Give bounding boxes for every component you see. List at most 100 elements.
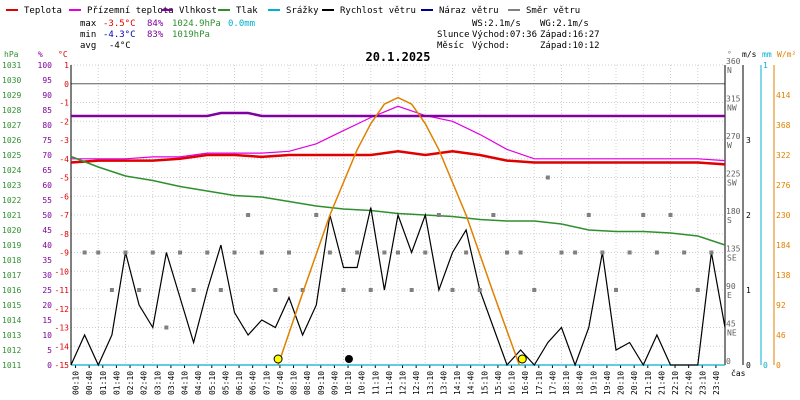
pressure-tick: 1013 [2,331,21,340]
legend-label-4: Srážky [286,6,319,16]
sunrise-marker [273,354,283,364]
humidity-tick: 10 [42,331,52,340]
moon-rise: Východ: [472,41,510,51]
wind-dir-point [586,213,591,217]
rain-tick: 1 [763,61,768,70]
unit-ms: m/s [742,50,757,59]
pressure-tick: 1014 [2,316,21,325]
x-tick-label: 15:10 [480,371,489,395]
solar-tick: 46 [776,331,786,340]
pressure-tick: 1024 [2,166,21,175]
legend-label-3: Tlak [236,6,258,16]
wind-dir-point [559,250,564,255]
humidity-tick: 100 [38,61,53,70]
x-tick-label: 12:40 [412,371,421,395]
humidity-tick: 0 [47,361,52,370]
wind-dir-point [545,175,550,180]
x-tick-label: 23:40 [712,371,721,395]
x-tick-label: 13:40 [439,371,448,395]
wind-dir-tick: 360 [726,57,741,66]
pressure-tick: 1025 [2,151,21,160]
wind-dir-point [150,250,155,255]
wind-dir-point [668,213,673,217]
x-axis-ticks: 00:10 00:40 01:10 01:40 02:10 02:40 03:10 03:40… [72,365,721,395]
solar-tick: 230 [776,211,791,220]
wind-dir-point [654,250,659,255]
wind-dir-point [259,250,264,255]
stats-block: max -3.5°C 84% 1024.9hPa 0.0mm min -4.3°… [80,19,255,51]
series-line-0 [70,150,726,166]
wind-dir-point [423,250,428,255]
series-line-8 [277,96,521,366]
temp-tick: -8 [59,230,69,239]
wind-dir-point [491,213,496,217]
wind-dir-point [287,250,291,255]
wind-dir-point [82,250,87,255]
humidity-tick: 55 [42,196,52,205]
wind-dir-point [382,250,387,255]
legend-label-0: Teplota [24,6,62,16]
x-tick-label: 16:40 [521,371,530,395]
wind-dir-point [600,250,605,255]
wind-dir-tick: 135 [726,245,741,254]
wind-dir-tick: 90 [726,282,736,291]
unit-degc: °C [58,50,68,59]
wind-dir-label: N [727,66,732,75]
humidity-tick: 80 [42,121,52,130]
temp-tick: -6 [59,192,69,201]
humidity-tick: 25 [42,286,52,295]
humidity-tick: 90 [42,91,52,100]
wind-dir-point [246,213,251,217]
wind-dir-tick: 225 [726,170,741,179]
x-tick-label: 07:40 [276,371,285,395]
wind-dir-tick: 0 [726,357,731,366]
wind-dir-point [695,288,700,292]
legend-label-1: Přízemní teplota [87,6,174,16]
pressure-tick: 1027 [2,121,21,130]
wind-dir-point [178,250,182,255]
moon-set: Západ:10:12 [540,41,600,51]
temp-tick: 0 [64,80,69,89]
sun-label: Slunce [437,30,470,40]
wind-dir-point [614,288,618,292]
humidity-tick: 70 [42,151,52,160]
pressure-tick: 1031 [2,61,21,70]
humidity-tick: 30 [42,271,52,280]
x-tick-label: 06:10 [235,371,244,395]
wind-dir-label: SE [727,254,737,263]
x-tick-label: 22:10 [671,371,680,395]
pressure-tick: 1018 [2,256,21,265]
pressure-tick: 1022 [2,196,21,205]
x-tick-label: 13:10 [426,371,435,395]
x-tick-label: 00:40 [85,371,94,395]
humidity-tick: 95 [42,76,52,85]
series-line-2 [71,111,725,118]
stats-max-hum: 84% [147,19,164,29]
x-tick-label: 15:40 [494,371,503,395]
wind-dir-point [205,250,210,255]
stats-max-press: 1024.9hPa [172,19,221,29]
wind-speed-tick: 2 [746,211,751,220]
temp-tick: -7 [59,211,69,220]
x-tick-label: 10:10 [344,371,353,395]
x-tick-label: 03:10 [153,371,162,395]
wind-dir-point [641,213,646,217]
wind-dir-point [218,288,223,292]
solar-tick: 322 [776,151,791,160]
sun-moon-info: WS:2.1m/s WG:2.1m/s Slunce Východ:07:36 … [437,19,600,51]
x-tick-label: 21:40 [657,371,666,395]
wind-dir-tick: 45 [726,320,736,329]
wind-dir-label: E [727,291,732,300]
wind-dir-point [300,288,305,292]
wind-dir-point [409,288,414,292]
humidity-tick: 40 [42,241,52,250]
x-tick-label: 11:40 [385,371,394,395]
humidity-tick: 45 [42,226,52,235]
x-tick-label: 22:40 [685,371,694,395]
legend-label-7: Směr větru [526,6,580,16]
x-tick-label: 05:40 [221,371,230,395]
wind-dir-point [355,250,360,255]
pressure-tick: 1023 [2,181,21,190]
x-tick-label: 02:10 [126,371,135,395]
